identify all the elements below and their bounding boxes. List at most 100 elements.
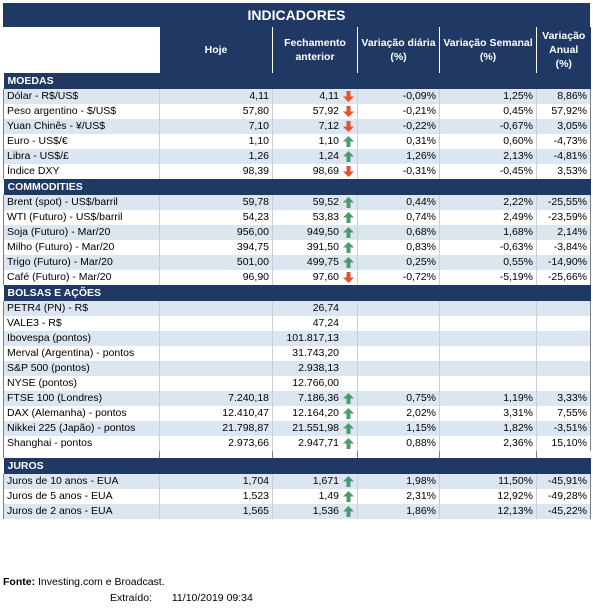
previous-close-text: 1,10 [318,135,339,147]
previous-close-value: 31.743,20 [272,346,358,361]
source-text: Investing.com e Broadcast. [35,576,165,588]
section-header-fill [159,458,273,474]
source-note: Fonte: Investing.com e Broadcast. [3,576,165,588]
table-row: Dólar - R$/US$ 4,11 4,11 -0,09% 1,25% 8,86% [3,89,591,104]
today-value: 7.240,18 [159,391,273,406]
today-value: 501,00 [159,255,273,270]
previous-close-value: 1,671 [272,474,358,489]
source-label: Fonte: [3,576,36,588]
previous-close-text: 12.766,00 [292,377,339,389]
previous-close-text: 97,60 [312,271,339,283]
indicator-name: Euro - US$/€ [3,134,160,149]
daily-change: 1,98% [357,474,440,489]
annual-change: 3,53% [536,164,591,179]
spacer-cell [357,451,440,458]
previous-close-value: 1,10 [272,134,358,149]
table-body: MOEDAS Dólar - R$/US$ 4,11 4,11 -0,09% 1,25% 8… [3,73,591,519]
table-row: Índice DXY 98,39 98,69 -0,31% -0,45% 3,53% [3,164,591,179]
today-value: 12.410,47 [159,406,273,421]
previous-close-value: 59,52 [272,195,358,210]
table-row: Libra - US$/£ 1,26 1,24 1,26% 2,13% -4,81% [3,149,591,164]
previous-close-value: 21.551,98 [272,421,358,436]
annual-change: 8,86% [536,89,591,104]
daily-change [357,376,440,391]
section-header-fill [159,73,273,89]
arrow-up-icon [343,242,354,253]
weekly-change [439,331,537,346]
arrow-down-icon [343,272,354,283]
daily-change: 0,68% [357,225,440,240]
today-value: 4,11 [159,89,273,104]
arrow-up-icon [343,491,354,502]
previous-close-value: 12.164,20 [272,406,358,421]
today-value: 2.973,66 [159,436,273,451]
previous-close-value: 391,50 [272,240,358,255]
spacer-cell [3,451,160,458]
table-row: Juros de 5 anos - EUA 1,523 1,49 2,31% 12,92… [3,489,591,504]
annual-change: -25,55% [536,195,591,210]
previous-close-value: 1,49 [272,489,358,504]
annual-change: 3,05% [536,119,591,134]
previous-close-text: 4,11 [319,90,339,102]
weekly-change: -0,67% [439,119,537,134]
section-title: MOEDAS [3,73,160,89]
previous-close-text: 1,49 [318,490,339,502]
weekly-change: 0,45% [439,104,537,119]
annual-change: -45,91% [536,474,591,489]
previous-close-text: 391,50 [306,241,339,253]
previous-close-text: 2.938,13 [298,362,339,374]
indicator-name: NYSE (pontos) [3,376,160,391]
table-row: Brent (spot) - US$/barril 59,78 59,52 0,44%… [3,195,591,210]
arrow-up-icon [343,438,354,449]
daily-change: -0,31% [357,164,440,179]
previous-close-text: 31.743,20 [292,347,339,359]
previous-close-value: 2.938,13 [272,361,358,376]
previous-close-text: 98,69 [312,165,339,177]
table-row: Nikkei 225 (Japão) - pontos 21.798,87 21.5… [3,421,591,436]
section-header-fill [439,285,537,301]
weekly-change: 2,49% [439,210,537,225]
header-blank [3,27,160,73]
daily-change [357,331,440,346]
daily-change: 2,31% [357,489,440,504]
table-row: Juros de 10 anos - EUA 1,704 1,671 1,98% 11,… [3,474,591,489]
arrow-down-icon [343,121,354,132]
extracted-label: Extraído: [110,592,153,604]
previous-close-value: 2.947,71 [272,436,358,451]
indicator-name: FTSE 100 (Londres) [3,391,160,406]
daily-change: -0,09% [357,89,440,104]
today-value: 1,565 [159,504,273,519]
daily-change [357,301,440,316]
section-title: COMMODITIES [3,179,160,195]
section-header-row: COMMODITIES [3,179,591,195]
table-row: Juros de 2 anos - EUA 1,565 1,536 1,86% 12,1… [3,504,591,519]
table-row: WTI (Futuro) - US$/barril 54,23 53,83 0,74%… [3,210,591,225]
annual-change: 2,14% [536,225,591,240]
table-row: Café (Futuro) - Mar/20 96,90 97,60 -0,72% -5… [3,270,591,285]
section-title: BOLSAS E AÇÕES [3,285,160,301]
today-value [159,361,273,376]
indicator-name: Trigo (Futuro) - Mar/20 [3,255,160,270]
daily-change: -0,22% [357,119,440,134]
table-row: FTSE 100 (Londres) 7.240,18 7.186,36 0,75% 1… [3,391,591,406]
section-header-fill [536,73,591,89]
section-header-fill [272,458,358,474]
extracted-value: 11/10/2019 09:34 [171,592,253,604]
section-header-fill [272,73,358,89]
previous-close-value: 7.186,36 [272,391,358,406]
annual-change [536,376,591,391]
indicator-name: DAX (Alemanha) - pontos [3,406,160,421]
section-header-row: BOLSAS E AÇÕES [3,285,591,301]
section-header-row: MOEDAS [3,73,591,89]
indicator-name: WTI (Futuro) - US$/barril [3,210,160,225]
annual-change [536,346,591,361]
table-row: Soja (Futuro) - Mar/20 956,00 949,50 0,68% 1… [3,225,591,240]
section-header-fill [439,73,537,89]
weekly-change [439,301,537,316]
annual-change: -45,22% [536,504,591,519]
today-value: 394,75 [159,240,273,255]
previous-close-value: 1,536 [272,504,358,519]
annual-change: -25,66% [536,270,591,285]
table-row: PETR4 (PN) - R$ 26,74 [3,301,591,316]
table-row: Shanghai - pontos 2.973,66 2.947,71 0,88% 2,… [3,436,591,451]
